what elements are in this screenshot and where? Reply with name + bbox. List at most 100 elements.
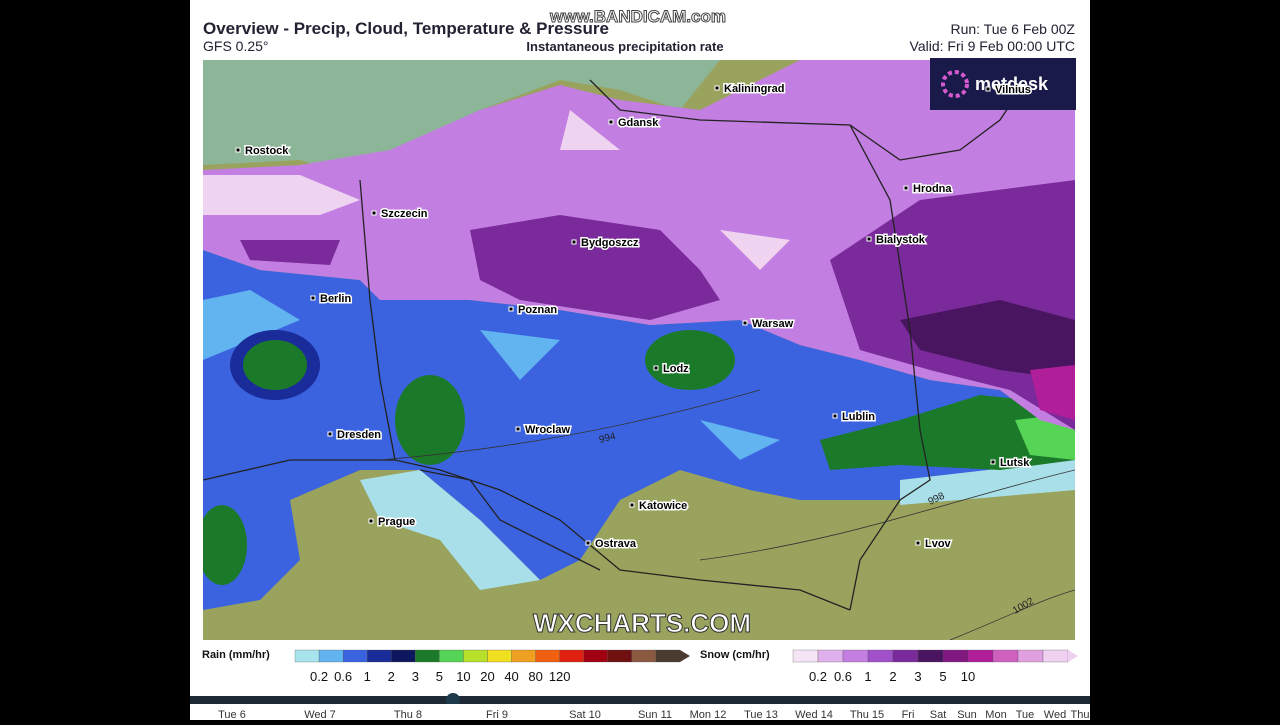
credit: WXCHARTS.COM [533,608,751,638]
legend-swatch [367,649,392,663]
timeline-label[interactable]: Wed [1044,709,1066,721]
legend-swatch [792,649,819,663]
city-dot [508,306,514,312]
city-label: Lvov [925,538,952,550]
legend-tick: 80 [528,669,542,684]
timeline-label[interactable]: Tue [1016,709,1035,721]
legend-tick: 10 [961,669,975,684]
timeline-label[interactable]: Tue 6 [218,709,246,721]
borders [203,79,1021,611]
rain-green [395,375,465,465]
timeline-label[interactable]: Sat [930,709,947,721]
city-label: Prague [378,516,415,528]
city-dot [368,518,374,524]
timeline-label[interactable]: Wed 14 [795,709,833,721]
legend-tick: 3 [914,669,921,684]
city-dot [866,236,872,242]
city-dot [915,540,921,546]
model: GFS 0.25° [203,38,269,54]
timeline-label[interactable]: Thu 15 [850,709,884,721]
rain-trace [360,460,1075,590]
legend-swatch [487,649,512,663]
legend-tick: 0.6 [834,669,852,684]
valid: Valid: Fri 9 Feb 00:00 UTC [910,38,1075,54]
legend-tick: 2 [889,669,896,684]
map: Kaliningrad Gdansk Rostock Hrodna Szczecin Bi… [203,60,1075,640]
legend-swatch [391,649,416,663]
timeline-label[interactable]: Sun 11 [638,709,672,721]
legend-swatch [439,649,464,663]
rain-green [243,340,307,390]
city-dot [585,540,591,546]
city-label: Szczecin [381,208,428,220]
city-dot [629,502,635,508]
timeline-label[interactable]: Mon 12 [690,709,727,721]
timeline-label[interactable]: Sun [957,709,977,721]
city-label: Lublin [842,411,875,423]
snow-max [900,300,1075,380]
timeline-labels-bg [190,704,1090,720]
timeline-label[interactable]: Fri [902,709,915,721]
city-dot [990,459,996,465]
city-dot [608,119,614,125]
city-label: Bialystok [876,234,926,246]
logo-mark [941,70,969,98]
legend-tick: 20 [480,669,494,684]
timeline-label[interactable]: Tue 13 [744,709,778,721]
city-dot [714,85,720,91]
timeline-label[interactable]: Fri 9 [486,709,508,721]
legend-tick: 3 [412,669,419,684]
city-dot [310,295,316,301]
legend-tick: 0.6 [334,669,352,684]
city-label: Rostock [245,145,289,157]
legend-swatch [817,649,844,663]
city-dot [985,86,991,92]
rain-green [203,505,247,585]
title: Overview - Precip, Cloud, Temperature & … [203,19,609,38]
city-label: Ostrava [595,538,637,550]
timeline-label[interactable]: Sat 10 [569,709,601,721]
legend-swatch [535,649,560,663]
city-dot [571,239,577,245]
city-label: Warsaw [752,318,794,330]
watermark: www.BANDICAM.com [549,7,726,26]
sea [203,60,720,180]
city-dot [371,210,377,216]
city-label: Katowice [639,500,687,512]
timeline-label[interactable]: Thu [1071,709,1090,721]
legend-tick: 5 [939,669,946,684]
city-label: Vilnius [995,84,1031,96]
legend-tick: 1 [364,669,371,684]
city-label: Berlin [320,293,351,305]
city-label: Gdansk [618,117,659,129]
legend-swatch [318,649,344,663]
city-dot [742,320,748,326]
run: Run: Tue 6 Feb 00Z [950,21,1075,37]
legend-swatch [655,649,681,663]
timeline-label[interactable]: Wed 7 [304,709,336,721]
city-label: Kaliningrad [724,83,785,95]
rain-lime [1015,415,1075,460]
legend-swatch [892,649,919,663]
timeline-label[interactable]: Mon [985,709,1006,721]
legend-swatch [942,649,969,663]
city-dot [832,413,838,419]
legend-arrow [1068,650,1078,662]
isobar-lines [379,389,1075,640]
legend-arrow [680,650,690,662]
timeline-track[interactable] [190,696,1090,704]
legend-tick: 120 [549,669,571,684]
legend-swatch [559,649,584,663]
legend-swatch [842,649,869,663]
legend-tick: 2 [388,669,395,684]
timeline-label[interactable]: Thu 8 [394,709,422,721]
rain-legend-label: Rain (mm/hr) [202,649,270,661]
city-dot [515,426,521,432]
legend-tick: 0.2 [310,669,328,684]
legend-swatch [415,649,440,663]
logo-box [930,58,1076,110]
timeline-knob[interactable] [446,693,460,707]
rain-green [820,395,1075,470]
legend-swatch [992,649,1019,663]
